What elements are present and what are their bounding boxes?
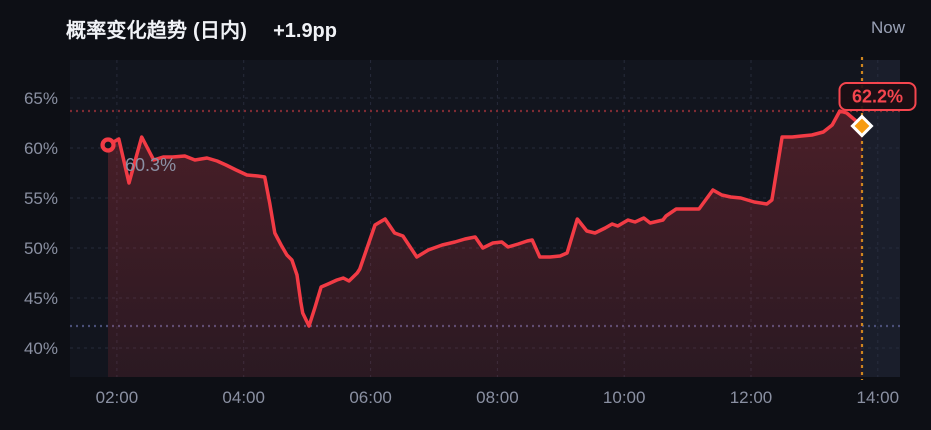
start-value-label: 60.3% bbox=[125, 155, 176, 175]
x-axis-labels: 02:00 04:00 06:00 08:00 10:00 12:00 14:00 bbox=[96, 388, 899, 407]
current-value-badge: 62.2% bbox=[838, 82, 917, 111]
svg-text:45%: 45% bbox=[24, 289, 58, 308]
trend-line bbox=[106, 109, 864, 328]
start-marker bbox=[100, 137, 116, 153]
svg-text:60%: 60% bbox=[24, 139, 58, 158]
chart-header: 概率变化趋势 (日内) +1.9pp bbox=[66, 14, 337, 43]
y-axis-labels: 40% 45% 50% 55% 60% 65% bbox=[24, 89, 58, 358]
svg-text:08:00: 08:00 bbox=[476, 388, 519, 407]
svg-text:06:00: 06:00 bbox=[349, 388, 392, 407]
svg-text:50%: 50% bbox=[24, 239, 58, 258]
svg-text:55%: 55% bbox=[24, 189, 58, 208]
chart-title: 概率变化趋势 (日内) bbox=[66, 20, 248, 42]
svg-text:65%: 65% bbox=[24, 89, 58, 108]
future-band bbox=[861, 60, 900, 377]
area-fill bbox=[108, 111, 862, 377]
probability-delta: +1.9pp bbox=[273, 20, 337, 42]
current-marker[interactable] bbox=[850, 114, 874, 138]
svg-text:10:00: 10:00 bbox=[603, 388, 646, 407]
svg-text:04:00: 04:00 bbox=[222, 388, 265, 407]
svg-text:02:00: 02:00 bbox=[96, 388, 139, 407]
svg-text:40%: 40% bbox=[24, 339, 58, 358]
now-label: Now bbox=[870, 18, 905, 37]
svg-text:12:00: 12:00 bbox=[730, 388, 773, 407]
svg-text:62.2%: 62.2% bbox=[852, 87, 903, 107]
svg-text:14:00: 14:00 bbox=[857, 388, 900, 407]
